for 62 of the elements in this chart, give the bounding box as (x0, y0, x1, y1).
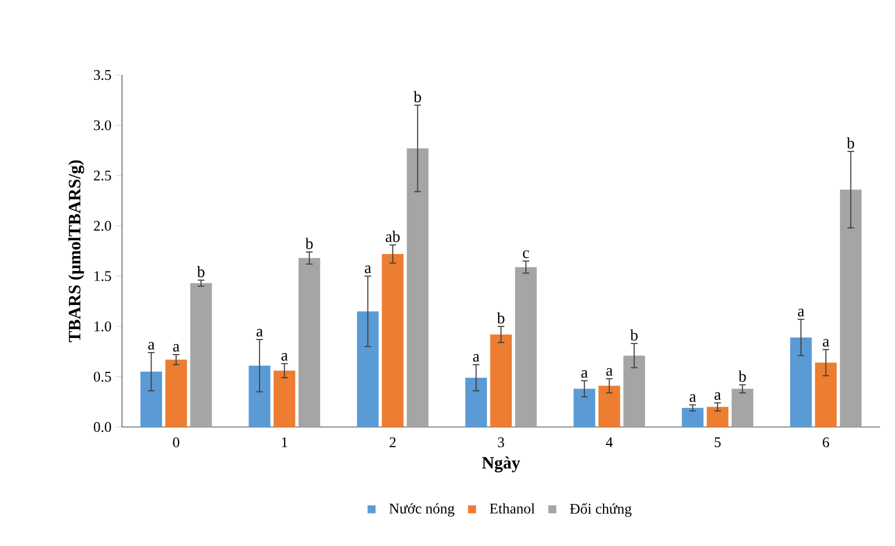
y-tick-label: 1.5 (94, 271, 112, 282)
bar (190, 283, 212, 427)
data-label: a (364, 266, 372, 274)
legend-label: Ethanol (490, 503, 535, 514)
data-label: a (690, 394, 696, 402)
bar (248, 366, 270, 427)
legend-label: Đối chứng (570, 502, 632, 517)
bar (490, 334, 512, 427)
bar (465, 378, 487, 427)
data-label: a (473, 354, 480, 362)
data-label: a (256, 328, 263, 337)
data-label: b (497, 312, 504, 324)
x-tick-label: 1 (282, 437, 288, 448)
data-label: c (522, 250, 529, 258)
bar (815, 362, 837, 427)
data-label: b (738, 370, 746, 382)
data-label: b (197, 266, 204, 278)
y-tick-label: 1.0 (94, 321, 112, 332)
x-tick-label: 5 (714, 437, 721, 448)
bar (706, 406, 728, 427)
data-label: b (414, 90, 422, 102)
data-label: a (714, 392, 721, 400)
data-label: a (606, 368, 613, 376)
x-axis-title: Ngày (482, 456, 520, 472)
data-label: b (305, 238, 313, 250)
bar (406, 148, 428, 427)
data-label: a (281, 353, 288, 361)
bar (515, 267, 537, 427)
bar (840, 190, 862, 427)
x-tick-label: 4 (606, 437, 613, 448)
bar (274, 370, 296, 427)
bar (598, 386, 620, 427)
data-label: a (173, 344, 180, 352)
legend-label: Nước nóng (389, 503, 454, 517)
y-tick-label: 3.0 (94, 120, 112, 130)
bar (623, 356, 646, 427)
bar (298, 258, 320, 427)
data-label: a (581, 370, 588, 378)
y-tick-label: 2.5 (94, 170, 112, 181)
x-tick-label: 3 (498, 437, 504, 448)
bar (356, 311, 379, 427)
y-tick-label: 2.0 (94, 220, 112, 231)
bar (140, 372, 162, 427)
bar (382, 254, 404, 427)
y-axis-title: TBARS (µmolTBARS/g) (68, 160, 84, 342)
bar (790, 337, 812, 427)
y-tick-label: 0.0 (94, 422, 112, 432)
data-label: a (798, 308, 804, 316)
y-tick-label: 0.5 (94, 372, 112, 382)
bar (732, 388, 754, 427)
bar (574, 388, 596, 427)
x-tick-label: 0 (173, 437, 180, 448)
data-label: ab (386, 230, 400, 242)
bar (682, 408, 704, 427)
bar (165, 360, 187, 427)
x-tick-label: 6 (822, 437, 830, 448)
y-tick-label: 3.5 (94, 70, 112, 80)
data-label: a (822, 338, 830, 347)
data-label: a (148, 342, 155, 350)
data-label: b (846, 137, 854, 148)
x-tick-label: 2 (390, 437, 396, 448)
data-label: b (630, 329, 638, 341)
